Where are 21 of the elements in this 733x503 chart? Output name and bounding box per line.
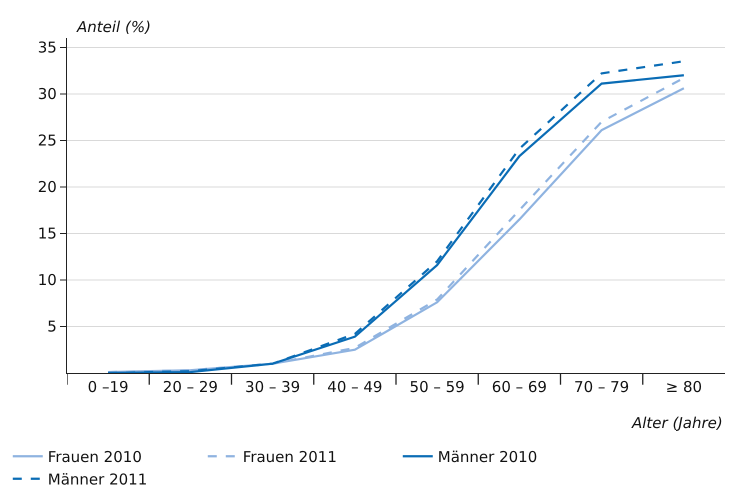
y-tick-label: 35 — [38, 38, 57, 57]
x-tick-label: 70 – 79 — [574, 378, 630, 396]
x-axis-title: Alter (Jahre) — [631, 414, 723, 432]
legend-label: Frauen 2010 — [48, 448, 142, 466]
x-tick-label: ≥ 80 — [666, 378, 702, 396]
legend-label: Männer 2010 — [438, 448, 538, 466]
x-tick-label: 20 – 29 — [162, 378, 218, 396]
legend-label: Frauen 2011 — [242, 448, 337, 466]
x-tick-label: 40 – 49 — [327, 378, 382, 396]
y-tick-label: 25 — [38, 132, 57, 150]
x-tick-label: 60 – 69 — [492, 378, 547, 396]
x-tick-label: 50 – 59 — [410, 378, 465, 396]
x-tick-label: 30 – 39 — [245, 378, 300, 396]
y-tick-label: 20 — [38, 178, 57, 196]
y-tick-label: 5 — [47, 318, 57, 336]
x-tick-label: 0 –19 — [88, 378, 129, 396]
y-tick-label: 10 — [38, 271, 57, 290]
y-axis-title: Anteil (%) — [76, 18, 151, 36]
y-tick-label: 30 — [38, 85, 57, 104]
y-tick-label: 15 — [38, 224, 57, 243]
legend-label: Männer 2011 — [48, 470, 148, 489]
